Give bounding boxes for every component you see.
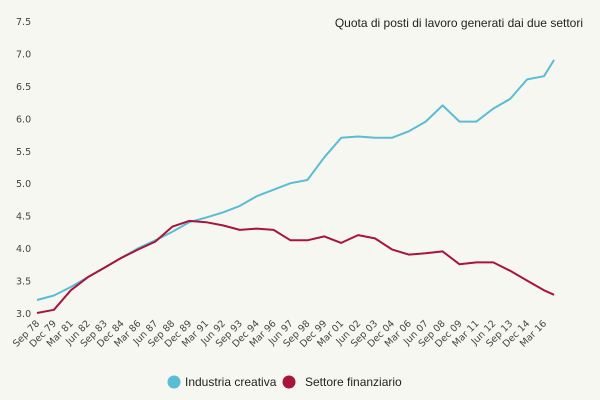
legend-marker-industria-creativa [167,375,181,389]
legend-label-settore-finanziario: Settore finanziario [305,375,402,389]
y-tick-label: 3.0 [16,309,31,320]
y-axis: 3.0 3.5 4.0 4.5 5.0 5.5 6.0 6.5 7.0 7.5 [16,17,31,320]
y-tick-label: 5.0 [16,179,31,190]
legend: Industria creativa Settore finanziario [167,375,403,389]
series-line-settore-finanziario [36,219,555,314]
legend-item-industria-creativa[interactable]: Industria creativa [167,375,277,389]
y-tick-label: 4.5 [16,212,31,223]
y-tick-label: 3.5 [16,277,31,288]
legend-label-industria-creativa: Industria creativa [185,375,277,389]
legend-marker-settore-finanziario [282,375,296,389]
chart-title: Quota di posti di lavoro generati dai du… [335,16,583,30]
series-line-industria-creativa [36,59,555,301]
y-tick-label: 7.5 [16,17,31,28]
y-tick-label: 6.5 [16,82,31,93]
plot-area [36,59,555,314]
legend-item-settore-finanziario[interactable]: Settore finanziario [282,375,403,389]
y-tick-label: 7.0 [16,49,31,60]
y-tick-label: 5.5 [16,147,31,158]
y-tick-label: 6.0 [16,114,31,125]
y-tick-label: 4.0 [16,244,31,255]
